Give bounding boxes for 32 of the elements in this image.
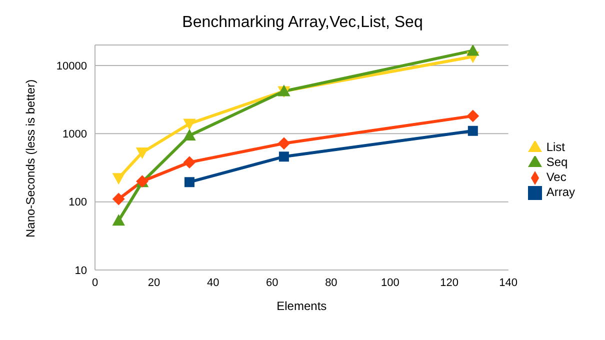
point	[278, 137, 290, 150]
point	[184, 177, 194, 188]
y-tick-label: 100	[68, 196, 87, 209]
legend-label: Array	[546, 184, 575, 199]
x-tick-label: 0	[92, 276, 98, 289]
y-tick-label: 1000	[62, 128, 87, 141]
point	[112, 173, 125, 184]
y-axis-title: Nano-Seconds (less is better)	[23, 79, 38, 238]
x-tick-label: 80	[325, 276, 338, 289]
chart-title: Benchmarking Array,Vec,List, Seq	[181, 14, 424, 32]
x-axis-title: Elements	[276, 299, 327, 313]
point	[183, 130, 196, 141]
y-tick-label: 10	[74, 264, 87, 277]
point	[278, 152, 289, 162]
x-tick-label: 40	[206, 276, 220, 289]
y-tick-label: 10000	[56, 60, 87, 72]
point	[136, 147, 148, 158]
x-tick-label: 120	[440, 276, 458, 289]
point	[466, 110, 479, 122]
x-tick-label: 20	[148, 276, 160, 289]
legend-label: Vec	[546, 170, 566, 184]
point	[112, 193, 125, 206]
legend-label: Seq	[546, 155, 568, 170]
x-tick-label: 140	[499, 276, 518, 289]
x-tick-label: 60	[266, 276, 278, 289]
point	[466, 45, 479, 56]
point	[468, 126, 478, 136]
legend-label: List	[546, 140, 566, 154]
point	[183, 156, 196, 168]
point	[183, 118, 196, 130]
x-tick-label: 100	[381, 276, 400, 289]
point	[112, 214, 125, 226]
